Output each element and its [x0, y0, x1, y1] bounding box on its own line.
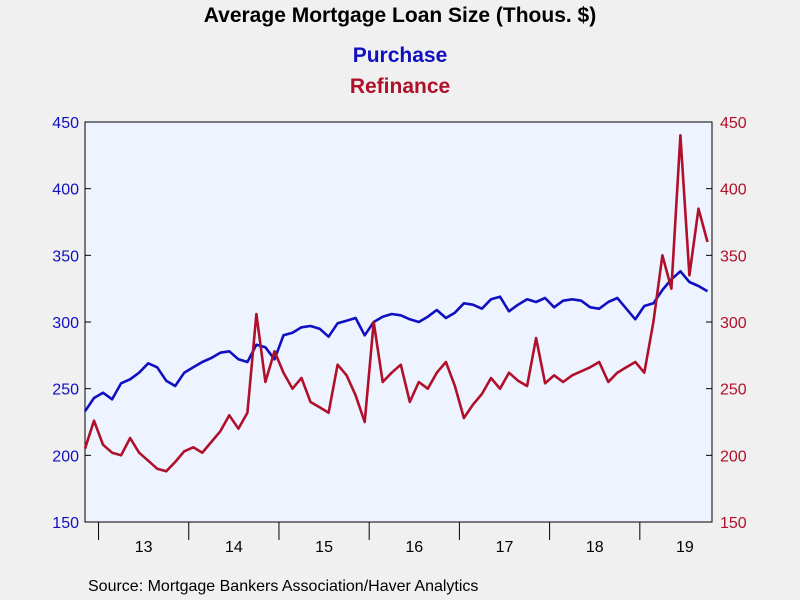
right-tick-label: 400: [720, 182, 747, 199]
left-tick-label: 150: [52, 515, 79, 532]
left-tick-label: 400: [52, 182, 79, 199]
legend-refinance: Refinance: [349, 75, 451, 98]
x-tick-label: 17: [496, 539, 514, 556]
series-line-purchase: [83, 269, 709, 413]
plot-area: [84, 121, 713, 523]
left-tick-label: 250: [52, 382, 79, 399]
x-tick-label: 18: [586, 539, 604, 556]
x-tick-label: 13: [135, 539, 153, 556]
x-tick-label: 15: [315, 539, 333, 556]
series-line-refinance: [83, 134, 709, 473]
left-tick-label: 350: [52, 248, 79, 265]
right-tick-label: 450: [720, 115, 747, 132]
series-group: [83, 134, 709, 473]
left-tick-label: 200: [52, 448, 79, 465]
legend-purchase: Purchase: [352, 44, 448, 67]
left-axis: 150 200 250 300 350 400 450: [52, 115, 91, 532]
right-tick-label: 250: [720, 382, 747, 399]
left-tick-label: 450: [52, 115, 79, 132]
right-tick-label: 350: [720, 248, 747, 265]
right-tick-label: 200: [720, 448, 747, 465]
right-tick-label: 300: [720, 315, 747, 332]
x-axis: 13 14 15 16 17 18 19: [98, 522, 694, 556]
source-note: Source: Mortgage Bankers Association/Hav…: [88, 578, 479, 595]
right-axis: 150 200 250 300 350 400 450: [706, 115, 747, 532]
x-tick-label: 14: [225, 539, 243, 556]
chart-title: Average Mortgage Loan Size (Thous. $): [203, 4, 597, 27]
x-tick-label: 19: [676, 539, 694, 556]
right-tick-label: 150: [720, 515, 747, 532]
left-tick-label: 300: [52, 315, 79, 332]
x-tick-label: 16: [405, 539, 423, 556]
